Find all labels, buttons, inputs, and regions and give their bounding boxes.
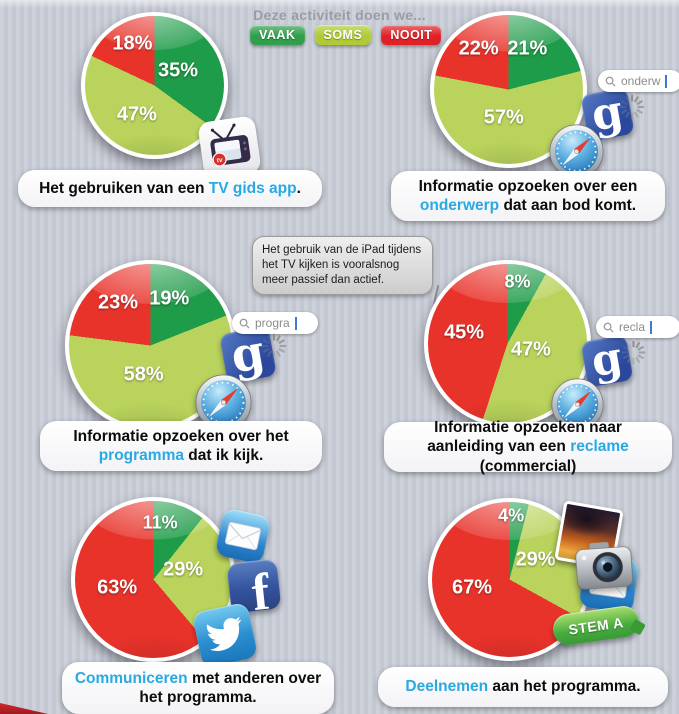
pie-percent-soms: 47% bbox=[510, 338, 551, 361]
text-cursor bbox=[665, 74, 668, 88]
loading-spinner-icon bbox=[621, 340, 646, 365]
pie-percent-soms: 58% bbox=[123, 363, 164, 386]
pie-percent-vaak: 21% bbox=[507, 37, 548, 60]
note-bubble: Het gebruik van de iPad tijdens het TV k… bbox=[252, 236, 433, 295]
chart-caption: Informatie opzoeken over het programma d… bbox=[40, 421, 322, 471]
search-input[interactable]: progra bbox=[232, 312, 318, 334]
pie-percent-soms: 57% bbox=[483, 106, 524, 129]
pie-percent-vaak: 19% bbox=[149, 287, 190, 310]
loading-spinner-icon bbox=[261, 333, 287, 359]
pie-percent-nooit: 18% bbox=[112, 32, 153, 55]
legend-button-soms[interactable]: SOMS bbox=[314, 25, 372, 45]
chart-caption: Informatie opzoeken over een onderwerp d… bbox=[391, 171, 665, 221]
bottom-red-wedge bbox=[0, 703, 48, 714]
pie-percent-vaak: 8% bbox=[504, 271, 531, 292]
safari-icon[interactable] bbox=[549, 124, 604, 179]
svg-text:tv: tv bbox=[216, 156, 223, 164]
pie-percent-soms: 47% bbox=[116, 103, 157, 126]
text-cursor bbox=[294, 316, 297, 330]
safari-icon[interactable] bbox=[195, 374, 252, 431]
pie-percent-vaak: 4% bbox=[498, 505, 525, 526]
chart-caption: Deelnemen aan het programma. bbox=[378, 667, 668, 707]
search-icon bbox=[605, 76, 616, 87]
chart-caption: Communiceren met anderen over het progra… bbox=[62, 662, 334, 714]
chart-caption: Informatie opzoeken naar aanleiding van … bbox=[384, 419, 672, 475]
legend-button-vaak[interactable]: VAAK bbox=[250, 25, 305, 45]
pie-percent-soms: 29% bbox=[515, 548, 556, 571]
pie-percent-nooit: 45% bbox=[444, 321, 485, 344]
legend: VAAK SOMS NOOIT bbox=[250, 25, 442, 45]
tv-icon: tv bbox=[209, 123, 250, 167]
twitter-icon[interactable] bbox=[191, 601, 259, 669]
search-query: onderw bbox=[621, 74, 661, 88]
text-cursor bbox=[650, 320, 653, 334]
search-query: progra bbox=[255, 316, 290, 330]
pie-percent-soms: 29% bbox=[163, 558, 204, 581]
pie-percent-vaak: 35% bbox=[158, 59, 199, 82]
chart-caption: Het gebruiken van een TV gids app. bbox=[18, 170, 322, 207]
search-query: recla bbox=[619, 320, 646, 334]
envelope-icon bbox=[224, 521, 262, 551]
page-title: Deze activiteit doen we... bbox=[253, 7, 426, 23]
search-icon bbox=[603, 322, 614, 333]
loading-spinner-icon bbox=[619, 94, 645, 120]
safari-icon[interactable] bbox=[551, 378, 604, 431]
legend-button-nooit[interactable]: NOOIT bbox=[381, 25, 442, 45]
tv-guide-app-icon[interactable]: tv bbox=[197, 115, 262, 180]
pie-percent-nooit: 23% bbox=[97, 291, 139, 314]
mail-app-icon[interactable] bbox=[214, 507, 272, 565]
pie-percent-nooit: 22% bbox=[458, 37, 499, 60]
pie-chart-deelnemen: 4% 29% 67% bbox=[428, 498, 591, 661]
camera-icon[interactable] bbox=[573, 539, 634, 591]
search-icon bbox=[239, 318, 250, 329]
pie-percent-vaak: 11% bbox=[142, 512, 178, 533]
search-input[interactable]: recla bbox=[596, 316, 679, 338]
pie-percent-nooit: 63% bbox=[97, 576, 138, 599]
pie-percent-nooit: 67% bbox=[451, 576, 493, 599]
search-input[interactable]: onderw bbox=[598, 70, 679, 92]
twitter-bird-icon bbox=[206, 616, 242, 651]
